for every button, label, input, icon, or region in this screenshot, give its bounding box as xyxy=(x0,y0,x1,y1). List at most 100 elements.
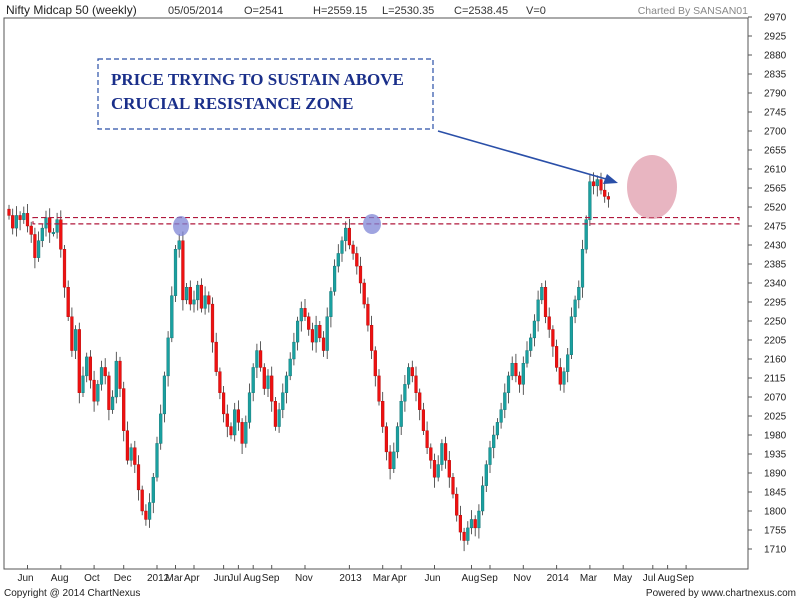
candle-down xyxy=(558,367,562,385)
x-tick-label: May xyxy=(613,573,632,584)
candle-up xyxy=(466,527,470,541)
candle-down xyxy=(425,430,429,448)
candle-down xyxy=(118,360,122,389)
candle-up xyxy=(336,253,340,267)
x-tick-label: 2013 xyxy=(339,573,362,584)
x-tick-label: Apr xyxy=(184,573,200,584)
candle-down xyxy=(62,249,67,288)
candle-up xyxy=(22,213,26,220)
candle-down xyxy=(347,227,351,246)
candle-down xyxy=(418,392,422,410)
resistance-zone xyxy=(32,216,740,225)
x-tick-label: Sep xyxy=(480,573,498,584)
candle-up xyxy=(329,291,333,317)
candle-up xyxy=(251,367,255,393)
candle-down xyxy=(262,367,266,389)
candle-up xyxy=(14,215,18,229)
candle-up xyxy=(85,356,89,377)
candle-down xyxy=(421,409,425,431)
candle-up xyxy=(588,181,592,220)
candle-down xyxy=(240,422,244,444)
y-tick-label: 2970 xyxy=(764,13,787,24)
candle-down xyxy=(88,356,92,381)
candle-up xyxy=(492,434,496,448)
y-tick-label: 2295 xyxy=(764,298,787,309)
candle-up xyxy=(529,337,533,351)
x-tick-label: Apr xyxy=(391,573,407,584)
candle-up xyxy=(580,249,585,288)
candle-down xyxy=(221,392,226,415)
candle-down xyxy=(140,489,144,512)
y-tick-label: 2340 xyxy=(764,279,787,290)
y-tick-label: 2385 xyxy=(764,260,787,271)
candle-up xyxy=(170,295,174,339)
x-tick-label: Aug xyxy=(658,573,676,584)
candle-down xyxy=(29,225,33,235)
candle-up xyxy=(96,384,100,402)
candle-up xyxy=(166,337,170,377)
candle-down xyxy=(388,451,392,469)
candle-up xyxy=(477,510,481,529)
candle-down xyxy=(547,316,551,330)
candle-up xyxy=(266,375,270,389)
x-tick-label: Mar xyxy=(580,573,598,584)
y-tick-label: 2880 xyxy=(764,51,787,62)
candle-up xyxy=(129,447,133,461)
candle-down xyxy=(603,189,607,197)
candle-down xyxy=(551,329,555,347)
candle-up xyxy=(469,519,474,529)
resistance-touch-highlight-1 xyxy=(173,216,189,236)
chart-title: Nifty Midcap 50 (weekly) xyxy=(6,3,137,17)
x-tick-label: Mar xyxy=(373,573,391,584)
candle-down xyxy=(606,196,610,200)
y-tick-label: 1710 xyxy=(764,545,787,556)
candle-down xyxy=(599,179,603,191)
candle-down xyxy=(107,375,111,410)
candle-up xyxy=(503,392,507,410)
candle-up xyxy=(162,375,166,415)
candle-down xyxy=(136,464,141,491)
y-tick-label: 2430 xyxy=(764,241,787,252)
candle-up xyxy=(395,426,400,453)
candle-down xyxy=(362,282,366,305)
candle-up xyxy=(314,325,318,343)
candle-down xyxy=(351,244,355,254)
candle-up xyxy=(333,265,337,292)
candle-down xyxy=(125,430,129,461)
x-tick-label: Aug xyxy=(243,573,261,584)
candle-up xyxy=(159,413,163,444)
candle-up xyxy=(247,392,252,423)
candle-down xyxy=(214,341,218,372)
candle-up xyxy=(277,409,281,427)
x-tick-label: Sep xyxy=(262,573,280,584)
candle-down xyxy=(33,234,37,258)
candle-up xyxy=(255,350,259,368)
candle-up xyxy=(392,451,396,469)
candle-down xyxy=(518,375,522,385)
candle-down xyxy=(59,219,63,250)
candle-down xyxy=(303,308,307,317)
candle-up xyxy=(296,320,300,343)
candle-down xyxy=(458,515,462,533)
candle-down xyxy=(48,217,52,233)
candle-up xyxy=(577,287,581,301)
candle-down xyxy=(25,213,30,227)
candle-up xyxy=(151,477,155,503)
candle-down xyxy=(592,181,596,187)
candle-down xyxy=(236,409,240,423)
candle-up xyxy=(562,371,566,385)
candle-down xyxy=(307,316,311,330)
x-tick-label: Nov xyxy=(295,573,313,584)
annotation-line-2: CRUCIAL RESISTANCE ZONE xyxy=(111,94,353,113)
candle-down xyxy=(410,367,414,377)
candle-down xyxy=(321,337,326,351)
header-open: O=2541 xyxy=(244,5,283,17)
candle-down xyxy=(103,367,107,377)
candle-down xyxy=(11,215,15,229)
x-tick-label: Aug xyxy=(51,573,69,584)
candle-down xyxy=(7,208,11,216)
candle-up xyxy=(488,447,492,465)
candle-up xyxy=(573,299,577,317)
annotation-arrow-line xyxy=(437,130,607,180)
y-tick-label: 2925 xyxy=(764,32,787,43)
